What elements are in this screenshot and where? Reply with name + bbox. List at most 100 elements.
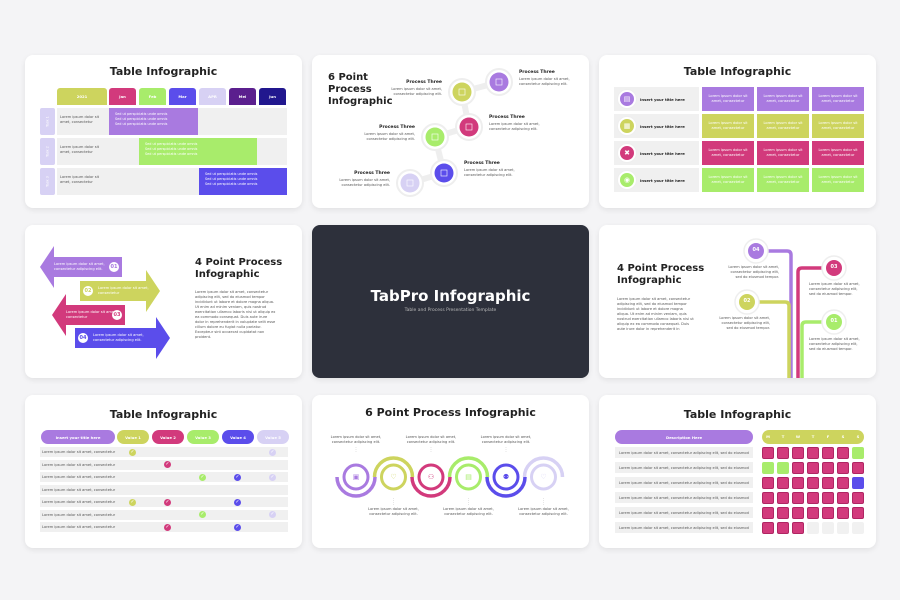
table-cell: Lorem ipsum dolor sit amet, consectetur [757,114,809,138]
day-cell [807,522,819,534]
inner-ring [455,463,482,491]
row-text: Lorem ipsum dolor sit amet, consectetur … [619,510,749,515]
step-icon [431,133,439,141]
day-cell [822,522,834,534]
step-circle [434,163,454,183]
check-icon: ✓ [129,448,136,456]
table-cell: Lorem ipsum dolor sit amet, consectetur [812,87,864,111]
document-icon: ▤ [618,90,636,108]
slide-title: Table Infographic [683,65,792,78]
day-cell [762,477,774,489]
value-pill: Value 1 [117,430,149,444]
task-bullet: Sed ut perspiciatis unde omnis [205,182,258,186]
day-cell [822,507,834,519]
slide-thumbnail-table-icons[interactable]: Table Infographic ▤ Insert your title here… [599,55,876,208]
row-text: Lorem ipsum dolor sit amet, consectetur [42,450,116,454]
month-header: Mei [229,88,256,105]
table-cell: Lorem ipsum dolor sit amet, consectetur [702,87,754,111]
value-pill: Value 2 [152,430,184,444]
table-cell: Lorem ipsum dolor sit amet, consectetur [757,168,809,192]
day-cell [852,447,864,459]
slide-title: Table Infographic [109,408,218,421]
slide-thumbnail-6-point-zigzag[interactable]: 6 Point Process Infographic Process Three… [312,55,589,208]
inner-ring [342,463,370,491]
arrow-shape [75,317,170,359]
day-cell [777,447,789,459]
step-circle [425,127,445,147]
day-cell [777,507,789,519]
day-label: W [795,434,801,439]
table-cell: Lorem ipsum dolor sit amet, consectetur [812,114,864,138]
point-number: 03 [830,264,838,270]
inner-ring [492,463,520,491]
task-text: Lorem ipsum dolor sit amet, consectetur [60,175,100,184]
arrow-text: Lorem ipsum dolor sit amet, consectetur [98,286,149,295]
task-text: Lorem ipsum dolor sit amet, consectetur [60,145,100,154]
task-bullet: Sed ut perspiciatis unde omnis [145,152,198,156]
arrow-shape [52,294,125,336]
step-circle [400,173,420,193]
description-header: Description Here [615,430,753,444]
table-row [615,492,753,503]
day-cell [792,522,804,534]
check-icon: ✓ [234,473,241,481]
step-text: Lorem ipsum dolor sit amet, consectetur … [339,178,390,187]
step-icon [465,123,473,131]
row-text: Lorem ipsum dolor sit amet, consectetur … [619,495,749,500]
day-cell [837,507,849,519]
zigzag-connectors [396,68,513,197]
slide-thumbnail-checkmark-table[interactable]: Table Infographic Insert your title here V… [25,395,302,548]
point-circle [739,294,755,310]
slide-thumbnail-title[interactable]: TabPro Infographic Table and Process Pre… [312,225,589,378]
slide-thumbnail-calendar-table[interactable]: Table Infographic Description Here M T W T F S S… [599,395,876,548]
check-icon: ✓ [234,498,241,506]
step-icon [406,179,414,187]
step-text: Lorem ipsum dolor sit amet, consectetur … [443,507,494,516]
step-icon [495,78,503,86]
step-heading: Process Three [464,161,500,166]
day-cell [792,477,804,489]
slide-thumbnail-4-point-tree[interactable]: 4 Point Process Infographic Lorem ipsum d… [599,225,876,378]
check-icon: ✓ [164,461,171,468]
check-icon: ✓ [164,498,171,506]
day-label: S [841,434,845,439]
step-text: Lorem ipsum dolor sit amet, consectetur … [405,435,457,444]
table-row [40,447,288,457]
outer-arc [372,456,415,478]
row-label: Insert your title here [640,124,685,129]
target-icon: ◉ [618,171,636,189]
task-bar: Sed ut perspiciatis unde omnis Sed ut per… [199,168,287,195]
step-number: 04 [76,331,90,345]
point-text: Lorem ipsum dolor sit amet, consectetur … [809,282,860,296]
step-number: 02 [81,284,95,298]
day-cell [852,507,864,519]
table-cell: Lorem ipsum dolor sit amet, consectetur [757,141,809,165]
task-label: Task 1 [40,108,55,135]
row-label: Insert your title here [640,178,685,183]
day-label: T [781,434,785,439]
day-cell [837,447,849,459]
branch-line [796,266,834,378]
slide-thumbnail-6-point-wave[interactable]: 6 Point Process Infographic ▣ Lorem ipsum … [312,395,589,548]
slide-thumbnail-table-timeline[interactable]: Table Infographic 2021 Jan Feb Mar APR Mei Jun T… [25,55,302,208]
day-cell [792,462,804,474]
slide-thumbnail-4-point-arrows[interactable]: 4 Point Process Infographic Lorem ipsum d… [25,225,302,378]
team-icon: ⚇ [427,473,435,481]
day-cell [852,522,864,534]
tree-lines [734,238,847,378]
table-cell: Lorem ipsum dolor sit amet, consectetur [757,87,809,111]
task-bullet: Sed ut perspiciatis unde omnis [205,177,258,181]
task-bullet: Sed ut perspiciatis unde omnis [145,142,198,146]
step-text: Lorem ipsum dolor sit amet, consectetur … [391,87,442,96]
day-cell [792,507,804,519]
check-icon: ✓ [129,498,136,506]
slide-title: Table Infographic [109,65,218,78]
month-header: 2021 [57,88,107,105]
task-label: Task 2 [40,138,55,165]
row-text: Lorem ipsum dolor sit amet, consectetur [42,512,116,517]
step-heading: Process Three [379,125,415,130]
task-text: Lorem ipsum dolor sit amet, consectetur [60,115,100,124]
branch-line [747,300,791,378]
day-cell [777,492,789,504]
outer-arc [410,476,452,498]
